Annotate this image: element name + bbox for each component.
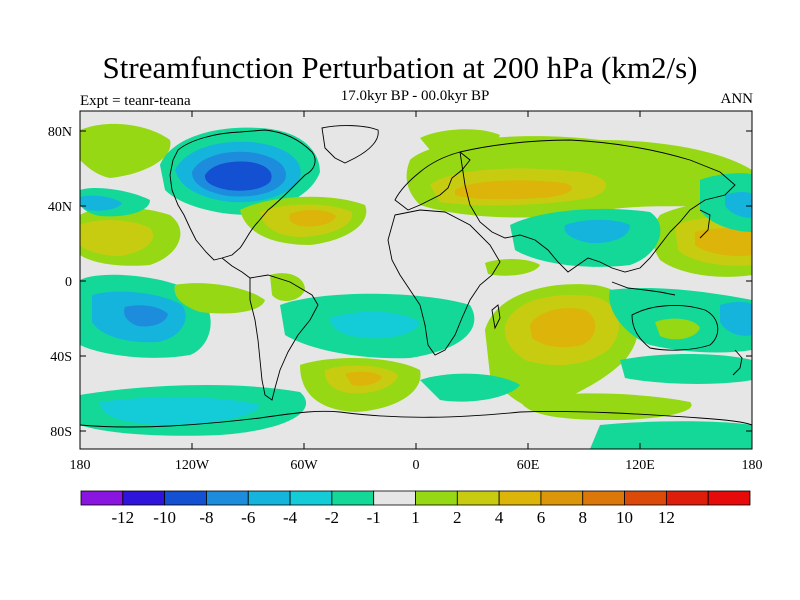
coastline-north-america xyxy=(169,129,316,261)
lon-tick-label: 120W xyxy=(175,458,210,473)
contour-negative-antarctic-edge xyxy=(590,421,752,449)
contour-negative-epacific-north-2 xyxy=(725,191,752,218)
contour-field xyxy=(80,111,752,449)
contour-positive-greenland xyxy=(420,129,500,153)
colorbar-swatch xyxy=(164,490,207,506)
lat-tick-label: 40S xyxy=(50,350,72,365)
colorbar-swatch xyxy=(415,490,458,506)
contour-positive-southern-3 xyxy=(345,371,382,386)
contour-negative-se-pacific xyxy=(620,354,752,384)
contour-positive-atlantic-3 xyxy=(289,210,336,227)
colorbar-swatch xyxy=(456,490,500,506)
contour-negative-spacific-3 xyxy=(124,305,168,327)
coastline-africa xyxy=(387,209,501,356)
contour-positive-antarctic xyxy=(520,393,692,420)
contour-negative-australia-2 xyxy=(720,301,752,336)
colorbar-swatch xyxy=(289,490,333,506)
colorbar-label: -12 xyxy=(111,508,134,527)
contour-negative-southern-2 xyxy=(100,397,260,425)
contour-positive-satlantic xyxy=(270,273,305,302)
lat-tick-label: 40N xyxy=(48,200,72,215)
lat-axis xyxy=(80,130,752,432)
lon-tick-label: 180 xyxy=(742,458,763,473)
colorbar-label: -1 xyxy=(367,508,381,527)
contour-positive-eurasia-3 xyxy=(455,180,572,200)
colorbar-swatch xyxy=(122,490,166,506)
plot-subtitle: 17.0kyr BP - 00.0kyr BP xyxy=(340,88,490,104)
lon-tick-label: 120E xyxy=(625,458,655,473)
coastline-greenland xyxy=(321,125,379,164)
coastline-antarctica xyxy=(80,410,752,428)
experiment-label: Expt = teanr-teana xyxy=(80,93,191,109)
colorbar-label: 2 xyxy=(453,508,462,527)
coastline-central-america xyxy=(221,257,251,279)
colorbar-swatch xyxy=(540,490,584,506)
coastline-madagascar xyxy=(491,304,501,330)
contour-negative-satlantic-2 xyxy=(330,311,420,339)
contour-positive-epacific-3 xyxy=(695,228,752,256)
colorbar-swatch xyxy=(665,490,709,506)
lon-tick-label: 0 xyxy=(413,458,420,473)
coastline-asia xyxy=(459,139,736,273)
contour-positive-indian-3 xyxy=(530,308,596,348)
contour-positive-arctic xyxy=(80,123,171,178)
colorbar-label: -6 xyxy=(241,508,255,527)
colorbar-swatch xyxy=(373,490,416,506)
lat-tick-label: 0 xyxy=(65,275,72,290)
colorbar-swatch xyxy=(331,490,375,506)
lon-axis xyxy=(79,111,753,449)
contour-positive-npacific-2 xyxy=(80,220,154,256)
coastline-japan xyxy=(699,209,711,239)
coastline-australia xyxy=(631,305,719,351)
season-label: ANN xyxy=(720,91,754,107)
colorbar-label: 10 xyxy=(616,508,633,527)
colorbar-label: -4 xyxy=(283,508,298,527)
colorbar-swatch xyxy=(498,490,542,506)
coastline-new-zealand xyxy=(732,349,743,376)
lon-tick-label: 180 xyxy=(70,458,91,473)
colorbar-label: 4 xyxy=(495,508,504,527)
contour-negative-south-indian xyxy=(420,373,520,402)
colorbar-swatch xyxy=(624,490,667,506)
lat-tick-label: 80S xyxy=(50,425,72,440)
contour-positive-samerica xyxy=(174,283,265,314)
colorbar-label: 12 xyxy=(658,508,675,527)
colorbar-label: 1 xyxy=(411,508,420,527)
contour-positive-australia xyxy=(655,318,700,340)
lon-tick-label: 60W xyxy=(290,458,318,473)
colorbar-label: 6 xyxy=(537,508,546,527)
lat-tick-label: 80N xyxy=(48,125,72,140)
colorbar-swatch xyxy=(206,490,249,506)
coastline-indonesia xyxy=(611,281,676,296)
colorbar-label: -10 xyxy=(153,508,176,527)
contour-negative-namerica-4 xyxy=(204,161,272,191)
colorbar-swatch xyxy=(582,490,625,506)
colorbar-swatch xyxy=(247,490,291,506)
coastline-south-america xyxy=(249,274,319,401)
coastline-europe xyxy=(394,151,471,211)
colorbar-label: -8 xyxy=(199,508,213,527)
colorbar-swatch xyxy=(707,490,751,506)
contour-negative-wpacific-2 xyxy=(80,195,122,211)
contour-negative-asia-2 xyxy=(564,219,630,244)
colorbar-label: 8 xyxy=(579,508,588,527)
colorbar-label: -2 xyxy=(325,508,339,527)
plot-title: Streamfunction Perturbation at 200 hPa (… xyxy=(102,50,698,85)
lon-tick-label: 60E xyxy=(517,458,540,473)
coastlines xyxy=(80,125,752,428)
colorbar-swatch xyxy=(80,490,124,506)
colorbar: -12 -10 -8 -6 -4 -2 -1 1 2 4 6 8 10 12 xyxy=(80,490,751,527)
